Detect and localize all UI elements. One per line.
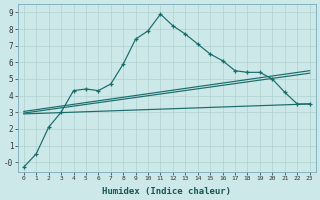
X-axis label: Humidex (Indice chaleur): Humidex (Indice chaleur) (102, 187, 231, 196)
